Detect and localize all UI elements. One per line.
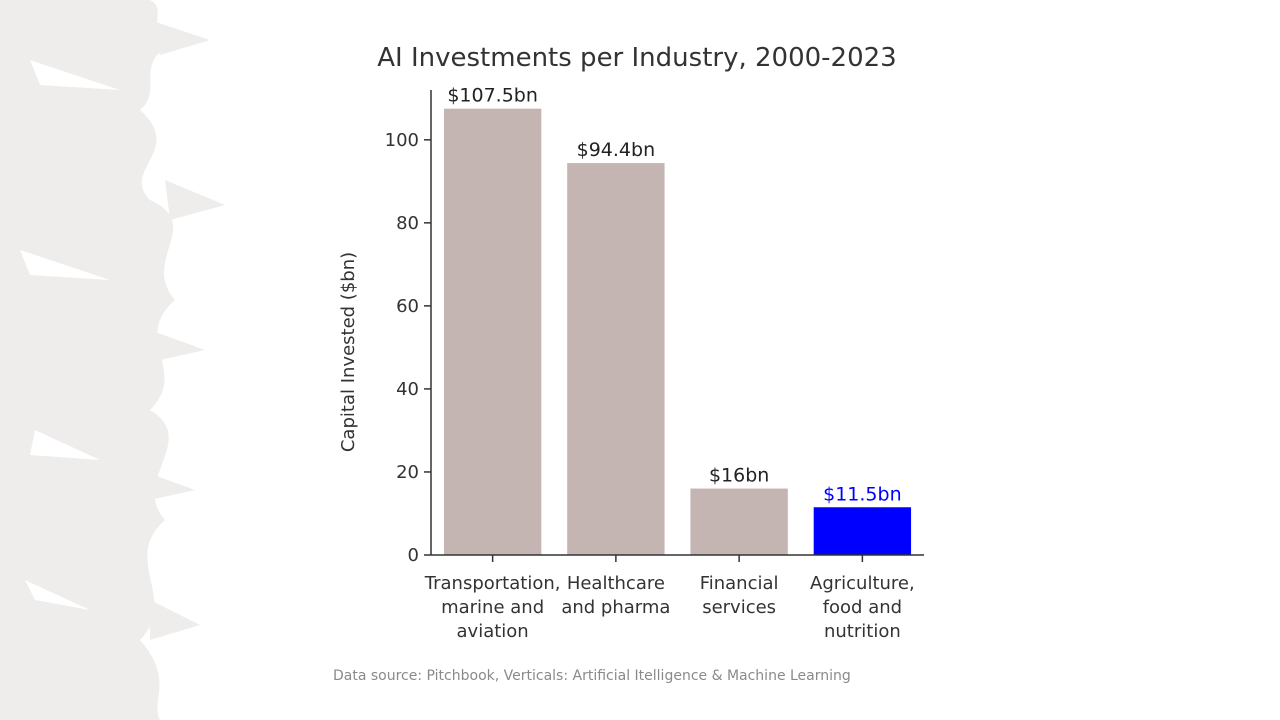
bar-data-label: $16bn bbox=[709, 465, 769, 487]
x-tick-label-line: nutrition bbox=[824, 621, 901, 642]
y-tick-label: 60 bbox=[396, 296, 419, 317]
x-tick-label-line: Financial bbox=[700, 573, 779, 594]
x-tick-label-line: Transportation, bbox=[424, 573, 561, 594]
bar-0 bbox=[443, 108, 542, 555]
bar-data-label: $107.5bn bbox=[447, 85, 538, 107]
x-tick-label: Financial services bbox=[700, 573, 779, 618]
data-source-note: Data source: Pitchbook, Verticals: Artif… bbox=[333, 668, 851, 684]
x-tick-label-line: Healthcare bbox=[567, 573, 665, 594]
y-tick-label: 80 bbox=[396, 213, 419, 234]
axes bbox=[430, 90, 924, 556]
chart-title: AI Investments per Industry, 2000-2023 bbox=[377, 43, 896, 73]
x-tick-label-line: aviation bbox=[457, 621, 529, 642]
bars bbox=[443, 108, 912, 556]
x-axis-ticks: Transportation, marine and aviation Healthc… bbox=[424, 555, 915, 642]
y-tick-label: 100 bbox=[385, 130, 419, 151]
y-tick-label: 40 bbox=[396, 379, 419, 400]
x-tick-label: Healthcare and pharma bbox=[561, 573, 670, 618]
x-tick-label-line: services bbox=[702, 597, 776, 618]
x-tick-label-line: and pharma bbox=[561, 597, 670, 618]
y-tick-label: 0 bbox=[408, 545, 419, 566]
y-tick-label: 20 bbox=[396, 462, 419, 483]
bar-data-label: $94.4bn bbox=[577, 139, 656, 161]
x-tick-label: Transportation, marine and aviation bbox=[424, 573, 561, 642]
x-tick-label-line: marine and bbox=[441, 597, 544, 618]
bar-1 bbox=[567, 163, 665, 556]
x-tick-label: Agriculture, food and nutrition bbox=[810, 573, 915, 642]
y-axis-label: Capital Invested ($bn) bbox=[338, 252, 359, 452]
brush-stroke-decoration bbox=[0, 0, 225, 720]
y-axis-ticks: 0 20 40 60 80 100 bbox=[385, 130, 431, 566]
bar-data-labels: $107.5bn $94.4bn $16bn $11.5bn bbox=[447, 85, 901, 506]
bar-3 bbox=[813, 507, 912, 555]
bar-2 bbox=[690, 488, 788, 555]
x-tick-label-line: food and bbox=[823, 597, 902, 618]
bar-data-label: $11.5bn bbox=[823, 483, 902, 505]
x-tick-label-line: Agriculture, bbox=[810, 573, 915, 594]
